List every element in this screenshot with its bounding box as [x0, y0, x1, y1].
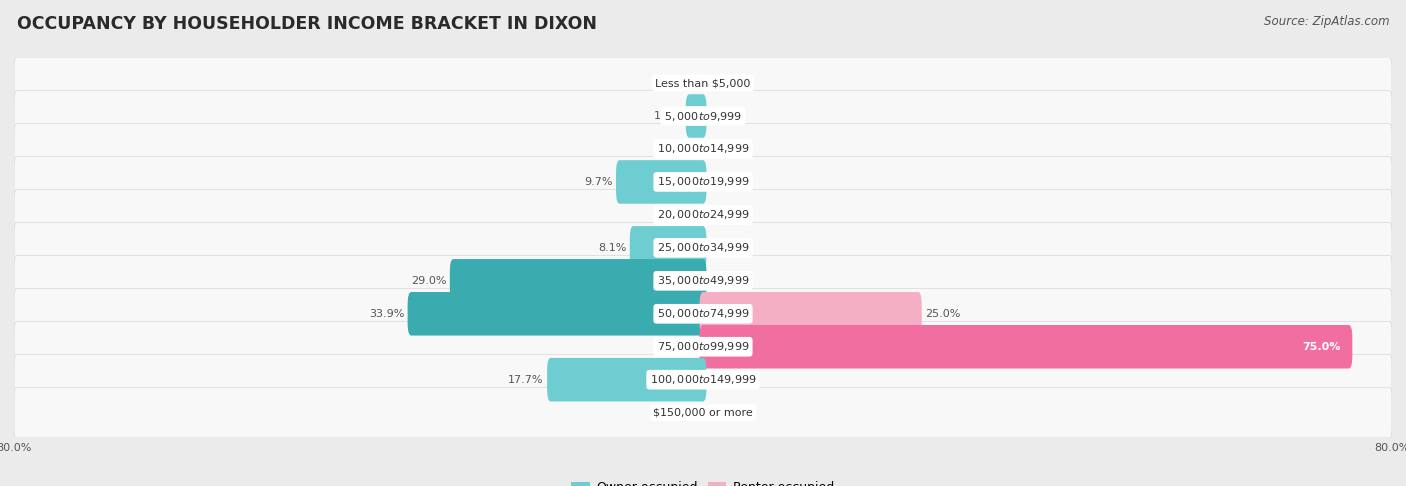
FancyBboxPatch shape: [14, 354, 1392, 405]
FancyBboxPatch shape: [14, 223, 1392, 273]
Text: 29.0%: 29.0%: [411, 276, 446, 286]
Text: $35,000 to $49,999: $35,000 to $49,999: [657, 274, 749, 287]
FancyBboxPatch shape: [408, 292, 706, 335]
Text: $25,000 to $34,999: $25,000 to $34,999: [657, 242, 749, 254]
Text: 0.0%: 0.0%: [668, 144, 696, 154]
FancyBboxPatch shape: [14, 256, 1392, 306]
Text: 33.9%: 33.9%: [368, 309, 404, 319]
FancyBboxPatch shape: [14, 190, 1392, 240]
Text: $20,000 to $24,999: $20,000 to $24,999: [657, 208, 749, 222]
Text: $150,000 or more: $150,000 or more: [654, 408, 752, 417]
Text: $10,000 to $14,999: $10,000 to $14,999: [657, 142, 749, 156]
Text: 0.0%: 0.0%: [668, 342, 696, 352]
Text: 0.0%: 0.0%: [710, 375, 738, 385]
FancyBboxPatch shape: [700, 325, 1353, 368]
Text: $50,000 to $74,999: $50,000 to $74,999: [657, 307, 749, 320]
Text: OCCUPANCY BY HOUSEHOLDER INCOME BRACKET IN DIXON: OCCUPANCY BY HOUSEHOLDER INCOME BRACKET …: [17, 15, 598, 33]
FancyBboxPatch shape: [450, 259, 706, 303]
FancyBboxPatch shape: [700, 292, 922, 335]
Text: 8.1%: 8.1%: [598, 243, 626, 253]
Text: 25.0%: 25.0%: [925, 309, 960, 319]
FancyBboxPatch shape: [686, 94, 706, 138]
Text: 0.0%: 0.0%: [710, 408, 738, 417]
Text: $5,000 to $9,999: $5,000 to $9,999: [664, 109, 742, 122]
Text: $100,000 to $149,999: $100,000 to $149,999: [650, 373, 756, 386]
FancyBboxPatch shape: [14, 321, 1392, 372]
FancyBboxPatch shape: [14, 123, 1392, 174]
FancyBboxPatch shape: [14, 288, 1392, 339]
FancyBboxPatch shape: [14, 156, 1392, 208]
Text: 0.0%: 0.0%: [710, 78, 738, 88]
FancyBboxPatch shape: [630, 226, 706, 270]
Text: Less than $5,000: Less than $5,000: [655, 78, 751, 88]
Text: 9.7%: 9.7%: [583, 177, 613, 187]
Text: 0.0%: 0.0%: [710, 144, 738, 154]
FancyBboxPatch shape: [14, 387, 1392, 438]
Text: $15,000 to $19,999: $15,000 to $19,999: [657, 175, 749, 189]
Text: 0.0%: 0.0%: [668, 78, 696, 88]
Text: 0.0%: 0.0%: [710, 111, 738, 121]
Text: 17.7%: 17.7%: [508, 375, 544, 385]
Text: 0.0%: 0.0%: [710, 210, 738, 220]
Text: 1.6%: 1.6%: [654, 111, 682, 121]
Legend: Owner-occupied, Renter-occupied: Owner-occupied, Renter-occupied: [567, 476, 839, 486]
Text: 75.0%: 75.0%: [1302, 342, 1340, 352]
Text: 0.0%: 0.0%: [710, 243, 738, 253]
Text: 0.0%: 0.0%: [668, 408, 696, 417]
FancyBboxPatch shape: [616, 160, 706, 204]
Text: Source: ZipAtlas.com: Source: ZipAtlas.com: [1264, 15, 1389, 28]
Text: 0.0%: 0.0%: [668, 210, 696, 220]
FancyBboxPatch shape: [14, 58, 1392, 108]
Text: 0.0%: 0.0%: [710, 276, 738, 286]
Text: 0.0%: 0.0%: [710, 177, 738, 187]
FancyBboxPatch shape: [547, 358, 706, 401]
Text: $75,000 to $99,999: $75,000 to $99,999: [657, 340, 749, 353]
FancyBboxPatch shape: [14, 90, 1392, 141]
